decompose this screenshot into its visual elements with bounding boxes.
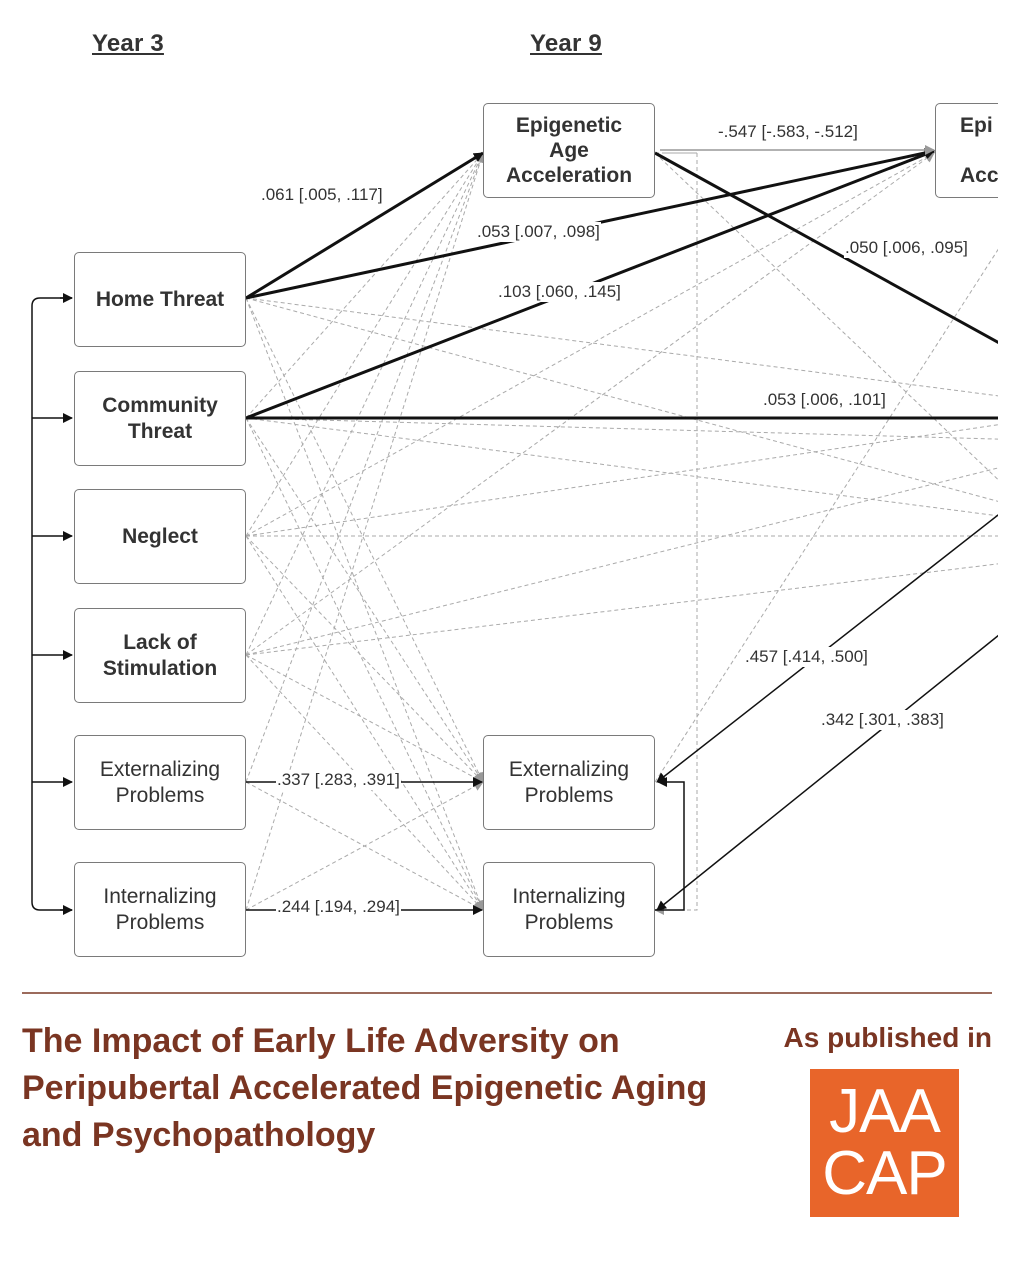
jaacap-logo: JAA CAP (810, 1069, 959, 1217)
article-title: The Impact of Early Life Adversity on Pe… (22, 1022, 708, 1154)
coef-ext3-ext9: .337 [.283, .391] (276, 770, 401, 791)
externalizing-year3-node: Externalizing Problems (74, 735, 246, 830)
internalizing-year3-node: Internalizing Problems (74, 862, 246, 957)
coef-right-int9: .342 [.301, .383] (820, 710, 945, 731)
coef-right-ext9: .457 [.414, .500] (744, 647, 869, 668)
neglect-node: Neglect (74, 489, 246, 584)
footer-divider (22, 992, 992, 994)
home-threat-node: Home Threat (74, 252, 246, 347)
path-arrows (31, 145, 998, 915)
year-9-header: Year 9 (530, 30, 602, 57)
internalizing-year9-node: Internalizing Problems (483, 862, 655, 957)
coef-home-epi-right: .053 [.007, .098] (476, 222, 601, 243)
lack-of-stimulation-node: Lack of Stimulation (74, 608, 246, 703)
community-threat-node: Community Threat (74, 371, 246, 466)
externalizing-year9-node: Externalizing Problems (483, 735, 655, 830)
coef-community-right: .053 [.006, .101] (762, 390, 887, 411)
coef-int3-int9: .244 [.194, .294] (276, 897, 401, 918)
logo-line-1: JAA (829, 1077, 941, 1146)
coef-epi9-epi-right: -.547 [-.583, -.512] (718, 122, 858, 141)
logo-line-2: CAP (822, 1139, 947, 1208)
coef-home-epi9: .061 [.005, .117] (261, 185, 383, 204)
published-in-label: As published in (783, 1022, 992, 1053)
year-3-header: Year 3 (92, 30, 164, 57)
diagram-canvas: Epi Acc .061 [.005, .117] .053 [.007, .0… (31, 103, 998, 918)
coef-epi9-right: .050 [.006, .095] (844, 238, 969, 259)
epigenetic-age-acceleration-year9-node: Epigenetic Age Acceleration (483, 103, 655, 198)
coef-community-epi-right: .103 [.060, .145] (497, 282, 622, 303)
epigenetic-age-acceleration-right-node: Epi Acc (935, 103, 998, 198)
path-diagram: Year 3 Year 9 (31, 30, 998, 957)
